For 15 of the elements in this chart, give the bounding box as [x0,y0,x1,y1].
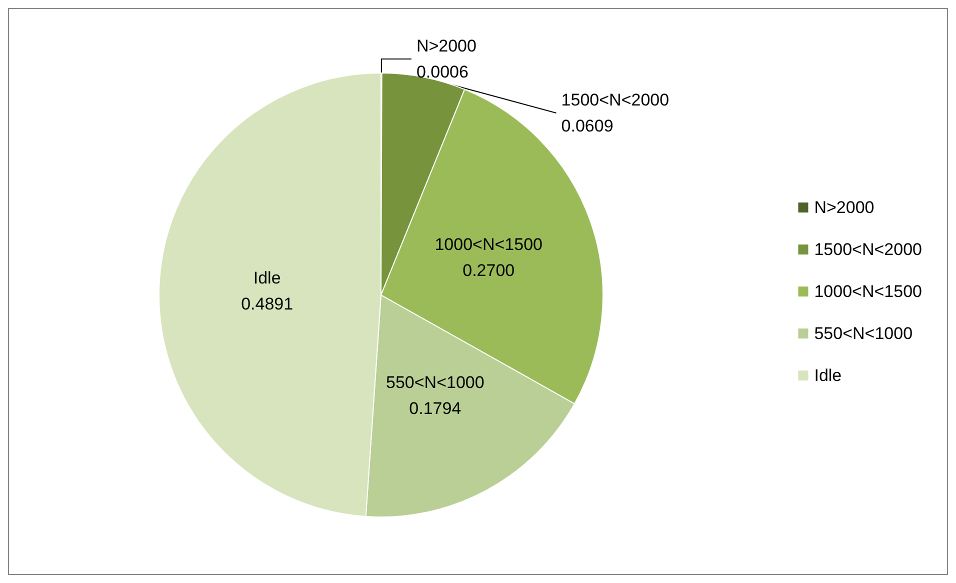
slice-label: 1000<N<1500 [434,234,543,254]
legend-label: 1000<N<1500 [814,282,922,301]
slice-label: 550<N<1000 [386,372,484,392]
slice-label: 1500<N<2000 [561,90,670,110]
legend-label: Idle [814,366,842,385]
legend-label: 1500<N<2000 [814,240,922,259]
data-label: 0.1794 [409,398,462,418]
data-label: 0.0609 [561,116,614,136]
slice-label: N>2000 [416,36,476,56]
legend-label: N>2000 [814,198,874,217]
slice-label: Idle [253,268,281,288]
data-label: 0.2700 [462,260,515,280]
data-label: 0.4891 [241,294,294,314]
legend-label: 550<N<1000 [814,324,913,343]
data-label: 0.0006 [416,62,468,82]
